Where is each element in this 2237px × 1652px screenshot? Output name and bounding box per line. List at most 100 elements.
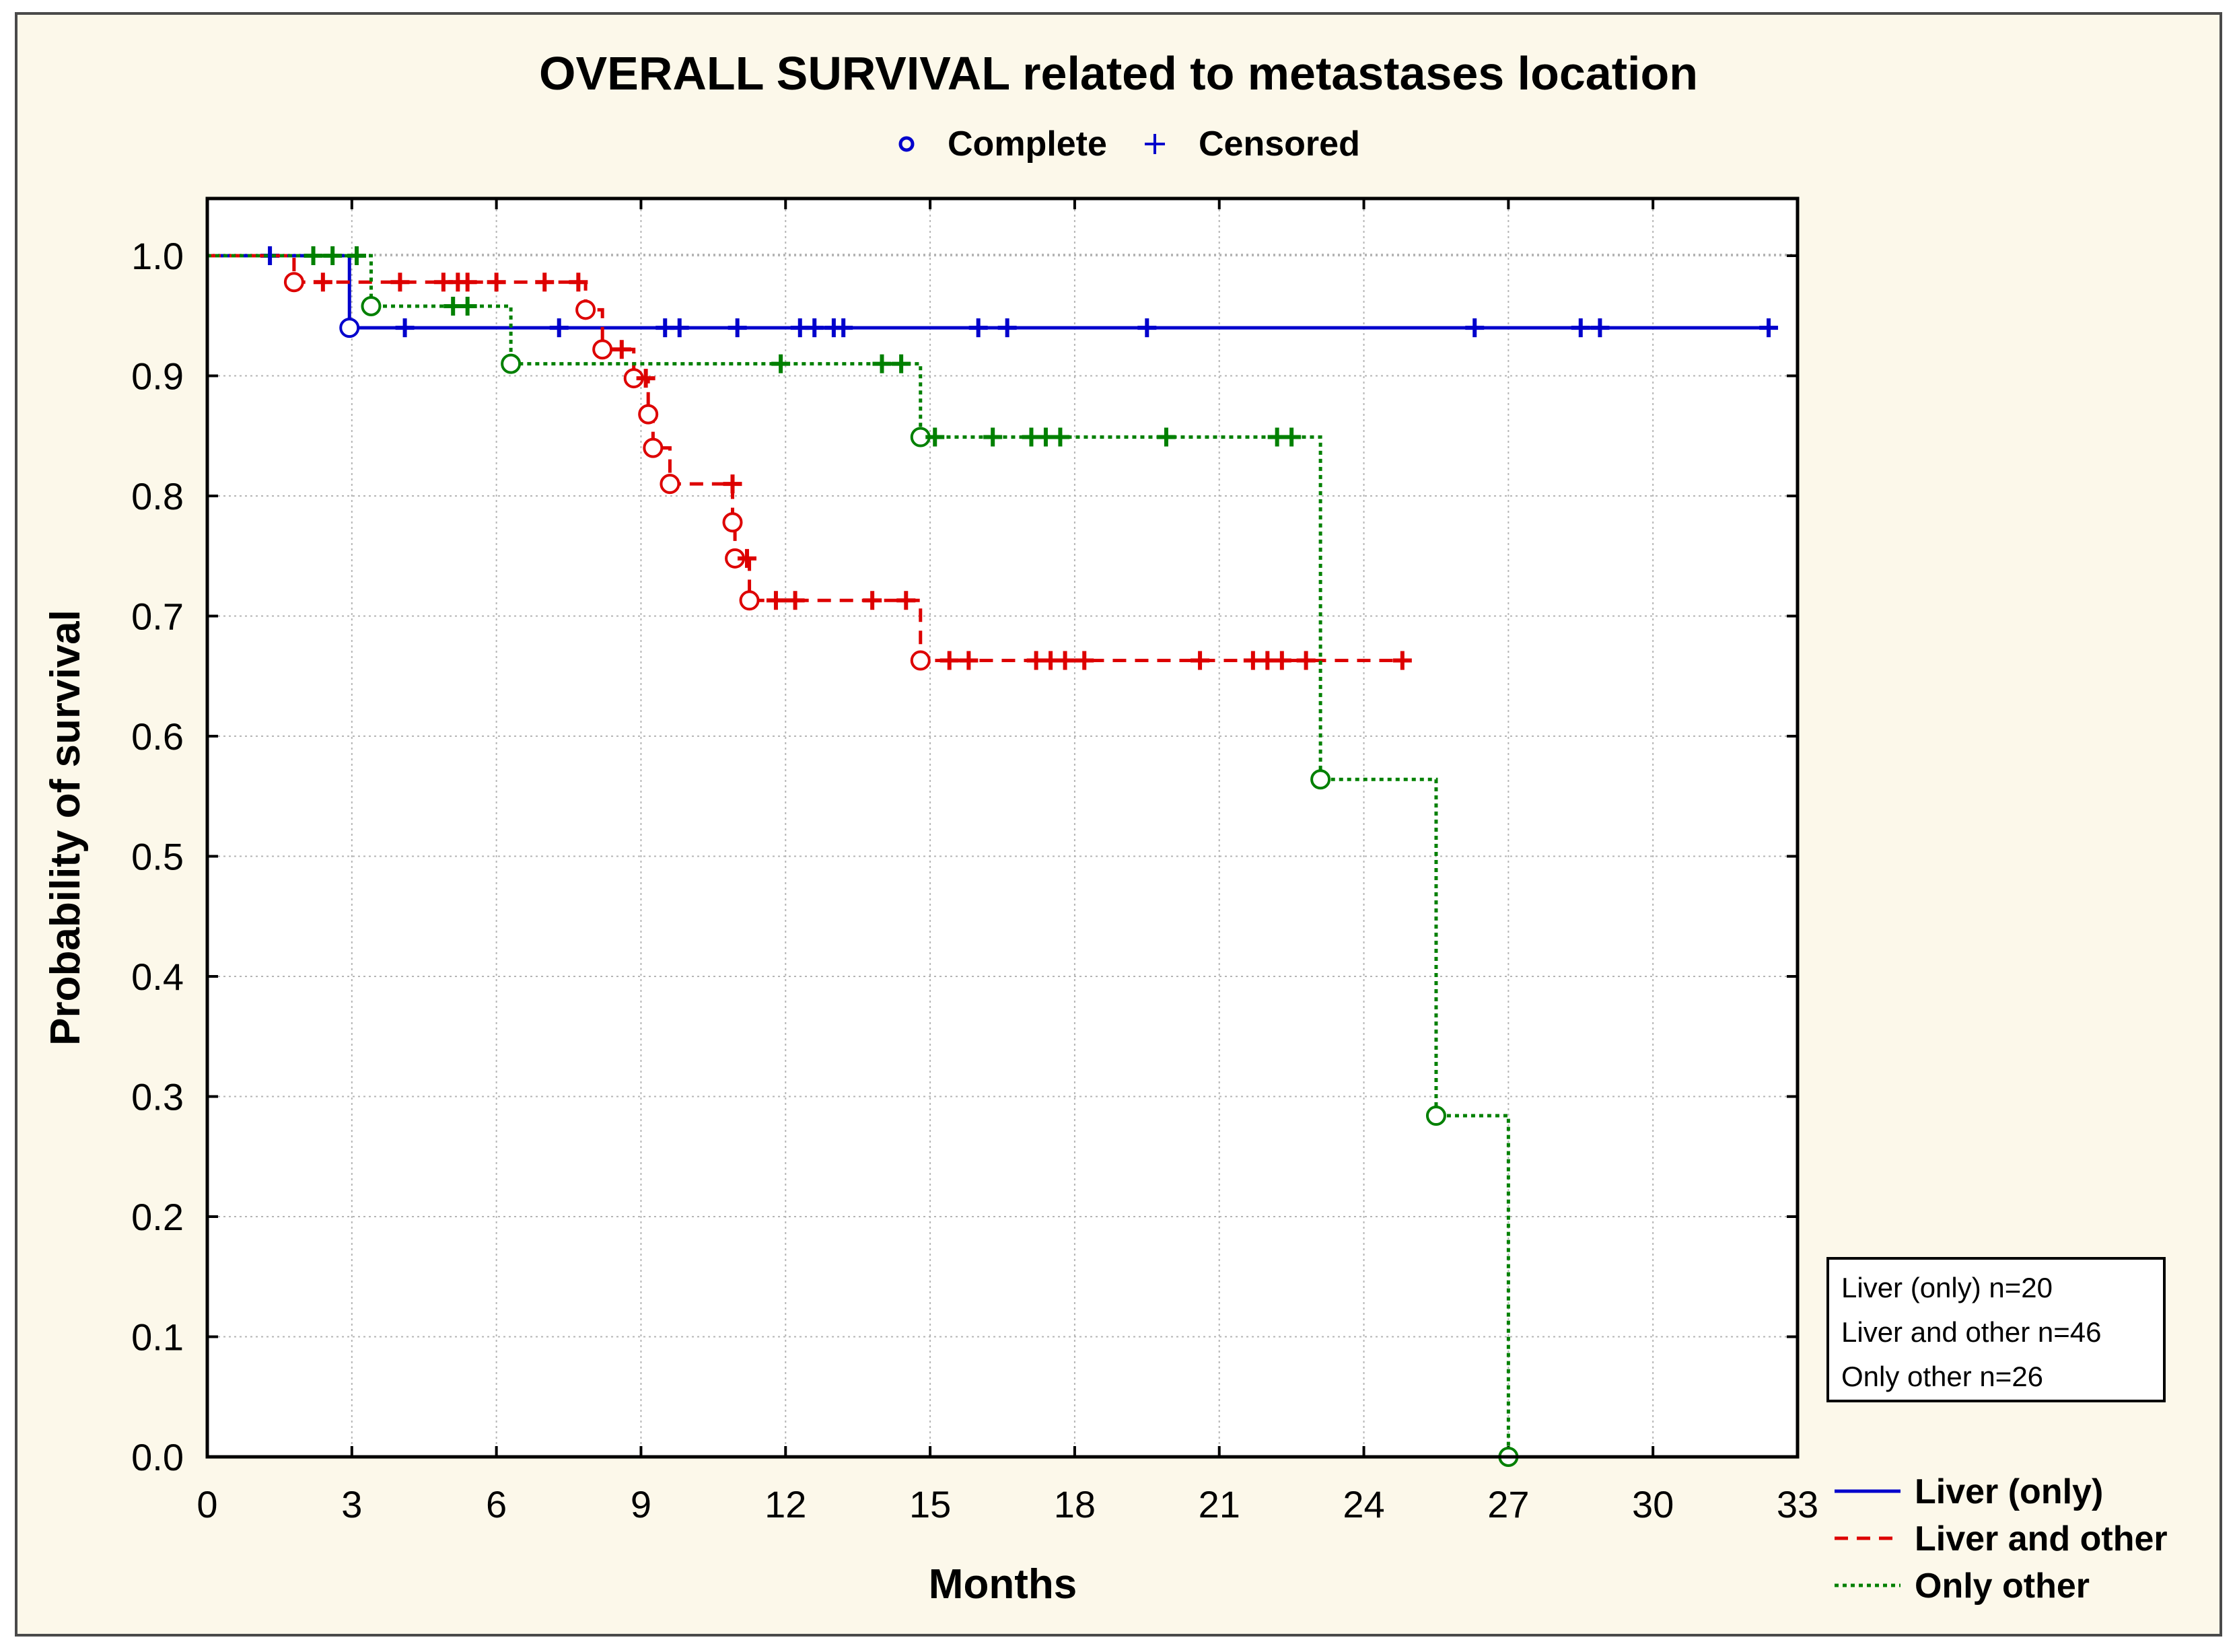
event-marker-liver-and-other <box>575 299 596 320</box>
y-tick-label: 0.9 <box>131 355 184 398</box>
censored-marker-liver-and-other <box>313 273 332 292</box>
x-tick-label: 27 <box>1487 1483 1529 1525</box>
censored-marker-liver-and-other <box>896 591 916 610</box>
censored-marker-only-other <box>1282 427 1302 447</box>
event-marker-liver-and-other <box>660 474 680 495</box>
event-marker-liver-and-other <box>638 404 659 425</box>
censored-marker-liver-and-other <box>766 591 785 610</box>
event-marker-liver-and-other <box>643 437 664 458</box>
event-marker-only-other <box>501 353 522 374</box>
plot-frame <box>205 196 1800 1459</box>
event-marker-liver-only <box>339 318 360 338</box>
y-tick-label: 0.5 <box>131 836 184 878</box>
y-tick-label: 0.7 <box>131 596 184 638</box>
censored-marker-liver-only <box>1137 318 1157 338</box>
sample-size-liver-and-other: Liver and other n=46 <box>1841 1316 2101 1348</box>
x-tick-label: 3 <box>341 1483 362 1525</box>
x-tick-label: 24 <box>1343 1483 1384 1525</box>
censored-marker-liver-and-other <box>612 340 631 359</box>
y-tick-label: 0.3 <box>131 1076 184 1118</box>
censored-marker-liver-and-other <box>487 273 506 292</box>
censored-marker-only-other <box>892 354 911 373</box>
complete-marker-icon <box>898 136 915 152</box>
event-marker-liver-and-other <box>592 339 613 360</box>
x-tick-label: 0 <box>197 1483 217 1525</box>
series-legend: Liver (only) Liver and other Only other <box>1835 1472 2168 1606</box>
x-tick-label: 15 <box>909 1483 951 1525</box>
censored-marker-liver-and-other <box>1272 651 1291 670</box>
censored-marker-liver-and-other <box>390 273 410 292</box>
censored-marker-icon <box>1145 134 1165 154</box>
legend-label-liver-only: Liver (only) <box>1915 1472 2103 1511</box>
survival-curves <box>207 246 1779 1467</box>
y-tick-label: 1.0 <box>131 235 184 277</box>
censored-marker-liver-and-other <box>1191 651 1210 670</box>
censored-marker-liver-and-other <box>723 474 742 494</box>
x-tick-label: 12 <box>765 1483 806 1525</box>
event-marker-liver-and-other <box>910 650 931 671</box>
y-tick-label: 0.2 <box>131 1196 184 1238</box>
censored-marker-only-other <box>323 246 343 265</box>
censored-marker-liver-and-other <box>1075 651 1094 670</box>
censored-marker-only-other <box>872 354 892 373</box>
censored-marker-liver-and-other <box>636 369 655 388</box>
censored-marker-liver-and-other <box>785 591 805 610</box>
censored-marker-only-other <box>771 354 791 373</box>
axis-ticks: 0.0 0.1 0.2 0.3 0.4 0.5 0.6 0.7 0.8 0.9 1.0 0 3 6 9 12 1… <box>131 199 1818 1525</box>
censored-marker-only-other <box>347 246 366 265</box>
censored-marker-only-other <box>983 427 1003 447</box>
censored-marker-only-other <box>458 296 477 316</box>
gridlines <box>207 199 1798 1457</box>
censored-marker-liver-only <box>805 318 824 338</box>
marker-legend: Complete Censored <box>898 124 1360 164</box>
chart-title: OVERALL SURVIVAL related to metastases l… <box>539 47 1698 100</box>
censored-marker-liver-and-other <box>959 651 979 670</box>
censored-marker-liver-only <box>834 318 853 338</box>
y-tick-label: 0.8 <box>131 475 184 517</box>
censored-marker-liver-only <box>1759 318 1779 338</box>
censored-marker-liver-only <box>1571 318 1590 338</box>
event-marker-only-other <box>1425 1106 1446 1126</box>
censored-marker-liver-and-other <box>569 273 588 292</box>
censored-marker-only-other <box>304 246 323 265</box>
censored-label: Censored <box>1199 124 1360 164</box>
y-tick-label: 0.1 <box>131 1316 184 1359</box>
x-tick-label: 30 <box>1632 1483 1674 1525</box>
sample-size-only-other: Only other n=26 <box>1841 1361 2043 1392</box>
censored-marker-liver-and-other <box>863 591 882 610</box>
y-tick-label: 0.6 <box>131 715 184 758</box>
censored-marker-liver-and-other <box>1392 651 1412 670</box>
censored-marker-liver-only <box>968 318 988 338</box>
censored-marker-liver-and-other <box>1296 651 1316 670</box>
censored-marker-liver-only <box>670 318 689 338</box>
censored-marker-liver-only <box>395 318 415 338</box>
censored-marker-liver-only <box>1465 318 1485 338</box>
censored-marker-only-other <box>1156 427 1176 447</box>
event-marker-only-other <box>361 295 382 316</box>
sample-size-liver-only: Liver (only) n=20 <box>1841 1272 2053 1303</box>
sample-size-frame <box>1826 1257 2166 1402</box>
censored-marker-liver-and-other <box>535 273 555 292</box>
x-tick-label: 21 <box>1199 1483 1240 1525</box>
censored-marker-only-other <box>1051 427 1070 447</box>
censored-marker-liver-and-other <box>458 273 477 292</box>
censored-marker-liver-only <box>549 318 569 338</box>
plot-area <box>207 199 1798 1457</box>
censored-marker-liver-and-other <box>939 651 959 670</box>
censored-marker-liver-and-other <box>1055 651 1075 670</box>
y-tick-label: 0.0 <box>131 1436 184 1478</box>
legend-label-liver-and-other: Liver and other <box>1915 1519 2168 1558</box>
x-tick-label: 6 <box>486 1483 507 1525</box>
x-axis-label: Months <box>929 1561 1077 1608</box>
y-tick-label: 0.4 <box>131 956 184 998</box>
x-tick-label: 33 <box>1777 1483 1818 1525</box>
event-marker-liver-and-other <box>283 272 304 293</box>
censored-marker-liver-only <box>1590 318 1610 338</box>
x-tick-label: 9 <box>631 1483 651 1525</box>
censored-marker-liver-only <box>997 318 1017 338</box>
censored-marker-only-other <box>925 427 945 447</box>
x-tick-label: 18 <box>1054 1483 1096 1525</box>
sample-size-box: Liver (only) n=20 Liver and other n=46 O… <box>1826 1257 2166 1402</box>
event-marker-liver-and-other <box>739 590 760 611</box>
